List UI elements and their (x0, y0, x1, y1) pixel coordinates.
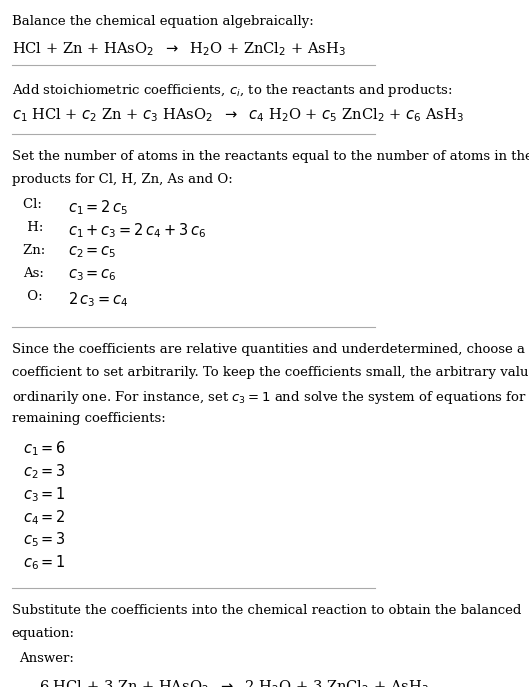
Text: Zn:: Zn: (23, 245, 50, 257)
Text: $2\,c_3 = c_4$: $2\,c_3 = c_4$ (68, 290, 128, 308)
Text: Since the coefficients are relative quantities and underdetermined, choose a: Since the coefficients are relative quan… (12, 343, 525, 356)
Text: products for Cl, H, Zn, As and O:: products for Cl, H, Zn, As and O: (12, 173, 232, 186)
Text: $c_3 = 1$: $c_3 = 1$ (23, 485, 66, 504)
Text: Substitute the coefficients into the chemical reaction to obtain the balanced: Substitute the coefficients into the che… (12, 604, 521, 617)
Text: coefficient to set arbitrarily. To keep the coefficients small, the arbitrary va: coefficient to set arbitrarily. To keep … (12, 365, 529, 379)
FancyBboxPatch shape (7, 633, 298, 687)
Text: $c_1$ HCl + $c_2$ Zn + $c_3$ HAsO$_2$  $\rightarrow$  $c_4$ H$_2$O + $c_5$ ZnCl$: $c_1$ HCl + $c_2$ Zn + $c_3$ HAsO$_2$ $\… (12, 106, 463, 124)
Text: Balance the chemical equation algebraically:: Balance the chemical equation algebraica… (12, 15, 313, 28)
Text: $c_5 = 3$: $c_5 = 3$ (23, 531, 66, 550)
Text: $c_3 = c_6$: $c_3 = c_6$ (68, 267, 116, 283)
Text: 6 HCl + 3 Zn + HAsO$_2$  $\rightarrow$  2 H$_2$O + 3 ZnCl$_2$ + AsH$_3$: 6 HCl + 3 Zn + HAsO$_2$ $\rightarrow$ 2 … (39, 679, 428, 687)
Text: As:: As: (23, 267, 48, 280)
Text: remaining coefficients:: remaining coefficients: (12, 412, 166, 425)
Text: H:: H: (23, 221, 48, 234)
Text: Set the number of atoms in the reactants equal to the number of atoms in the: Set the number of atoms in the reactants… (12, 150, 529, 164)
Text: $c_2 = 3$: $c_2 = 3$ (23, 462, 66, 481)
Text: $c_4 = 2$: $c_4 = 2$ (23, 508, 66, 526)
Text: ordinarily one. For instance, set $c_3 = 1$ and solve the system of equations fo: ordinarily one. For instance, set $c_3 =… (12, 389, 529, 405)
Text: $c_1 = 2\,c_5$: $c_1 = 2\,c_5$ (68, 199, 128, 217)
Text: $c_6 = 1$: $c_6 = 1$ (23, 554, 66, 572)
Text: $c_2 = c_5$: $c_2 = c_5$ (68, 245, 116, 260)
Text: Add stoichiometric coefficients, $c_i$, to the reactants and products:: Add stoichiometric coefficients, $c_i$, … (12, 82, 452, 98)
Text: Cl:: Cl: (23, 199, 47, 212)
Text: HCl + Zn + HAsO$_2$  $\rightarrow$  H$_2$O + ZnCl$_2$ + AsH$_3$: HCl + Zn + HAsO$_2$ $\rightarrow$ H$_2$O… (12, 41, 345, 58)
Text: O:: O: (23, 290, 47, 303)
Text: $c_1 = 6$: $c_1 = 6$ (23, 439, 67, 458)
Text: equation:: equation: (12, 627, 75, 640)
Text: $c_1 + c_3 = 2\,c_4 + 3\,c_6$: $c_1 + c_3 = 2\,c_4 + 3\,c_6$ (68, 221, 206, 240)
Text: Answer:: Answer: (20, 652, 74, 665)
